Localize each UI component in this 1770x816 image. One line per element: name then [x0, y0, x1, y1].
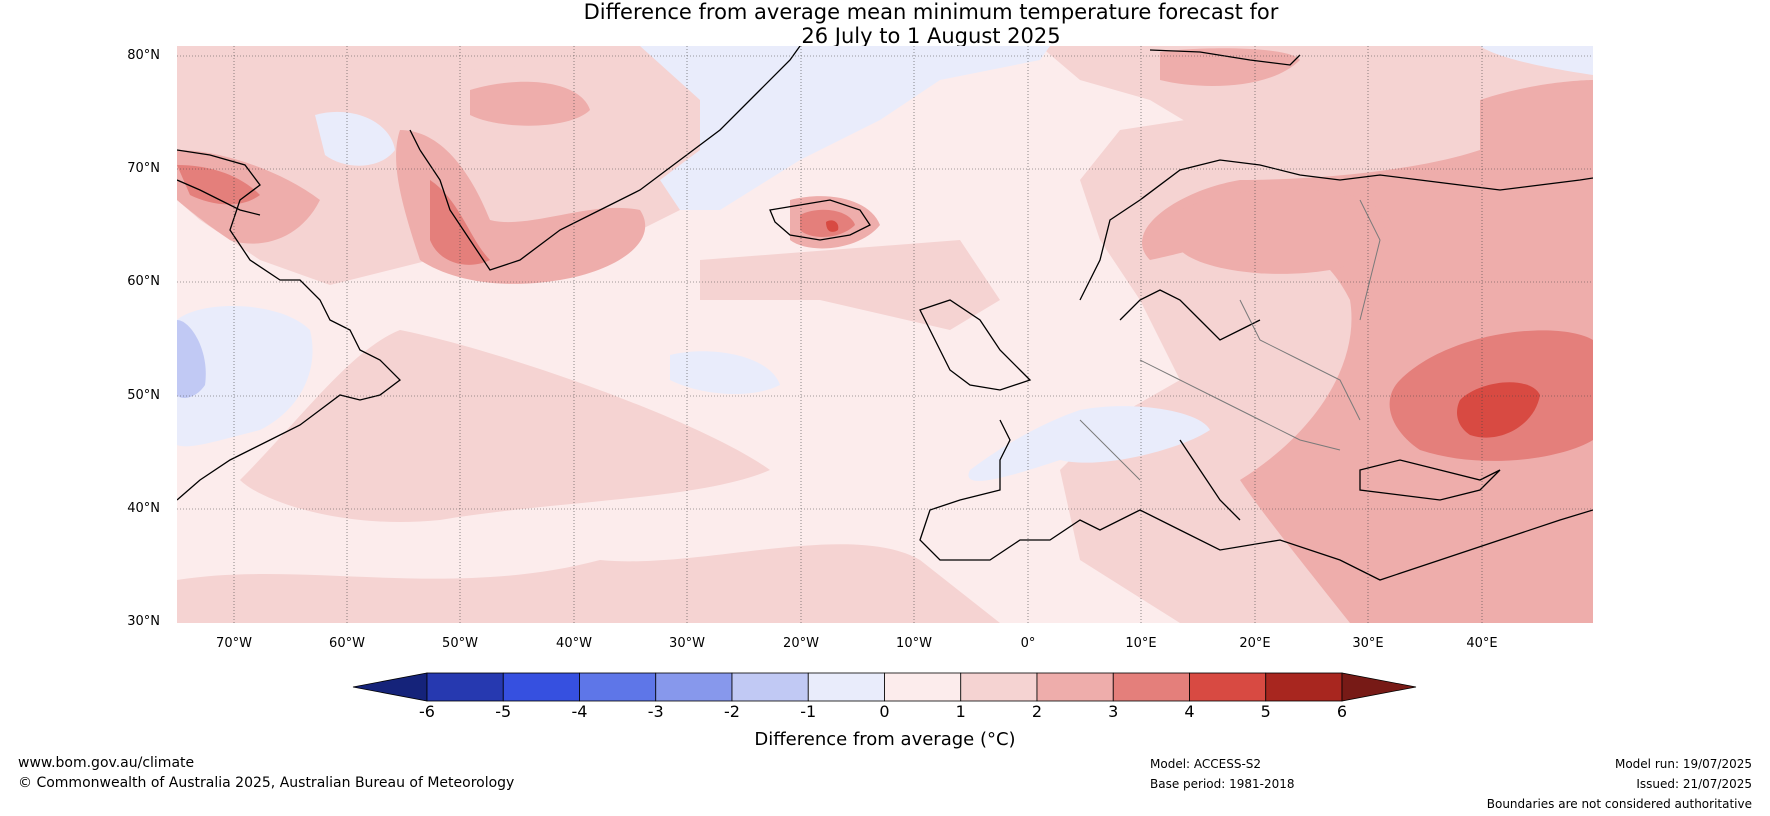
colorbar-tick-label: 1 — [955, 702, 966, 721]
coast-british-isles — [919, 299, 1032, 391]
border-western-europe — [1079, 419, 1141, 481]
lat-label-40n: 40°N — [127, 501, 160, 516]
footer-url: www.bom.gov.au/climate — [18, 755, 195, 771]
coast-iceland — [769, 199, 871, 241]
coast-north-america — [177, 149, 401, 501]
anomaly-neg1-0-labrador — [177, 306, 313, 447]
map-title-line-1: Difference from average mean minimum tem… — [583, 0, 1279, 24]
colorbar-tick-label: -4 — [571, 702, 588, 721]
colorbar-segment — [426, 672, 504, 702]
footer-issued: Issued: 21/07/2025 — [1636, 777, 1752, 791]
footer-base-period: Base period: 1981-2018 — [1150, 777, 1295, 791]
map-title-line-2: 26 July to 1 August 2025 — [801, 24, 1061, 48]
border-finland-russia — [1359, 199, 1381, 321]
lon-label-30w: 30°W — [669, 636, 705, 651]
lat-label-60n: 60°N — [127, 274, 160, 289]
temperature-anomaly-map — [177, 46, 1593, 623]
anomaly-4-5-iceland — [826, 220, 839, 232]
colorbar-segment — [1112, 672, 1190, 702]
colorbar-segment — [502, 672, 580, 702]
lat-label-30n: 30°N — [127, 614, 160, 629]
coast-svalbard — [1149, 49, 1301, 66]
anomaly-neg1-0-atlantic — [670, 351, 780, 395]
colorbar-tick-label: 0 — [879, 702, 890, 721]
lon-label-30e: 30°E — [1352, 636, 1384, 651]
colorbar-tick-label: 5 — [1260, 702, 1271, 721]
lon-label-50w: 50°W — [442, 636, 478, 651]
colorbar-tick-label: 3 — [1108, 702, 1119, 721]
lon-label-40w: 40°W — [556, 636, 592, 651]
colorbar-segment — [807, 672, 885, 702]
map-title: Difference from average mean minimum tem… — [0, 0, 1770, 48]
colorbar-segment — [1265, 672, 1343, 702]
lon-label-70w: 70°W — [216, 636, 252, 651]
colorbar — [352, 672, 1417, 702]
anomaly-2-3-svalbard — [1160, 48, 1300, 86]
anomaly-neg2-neg1-labrador — [177, 320, 206, 398]
colorbar-tick-label: 4 — [1184, 702, 1195, 721]
anomaly-3-4-greenland-coast — [430, 180, 490, 265]
colorbar-tick-label: -2 — [724, 702, 740, 721]
gridlines — [177, 46, 1593, 623]
coast-greenland — [419, 46, 801, 271]
anomaly-2-3-scandinavia — [1180, 189, 1385, 274]
coast-italy — [1179, 439, 1241, 521]
colorbar-extend-low — [352, 672, 428, 702]
footer-model: Model: ACCESS-S2 — [1150, 757, 1262, 771]
colorbar-segment — [884, 672, 962, 702]
colorbar-segment — [960, 672, 1038, 702]
lon-label-60w: 60°W — [329, 636, 365, 651]
coast-greenland-west — [409, 129, 421, 151]
anomaly-neg1-0-western-europe — [968, 406, 1210, 481]
lat-label-50n: 50°N — [127, 388, 160, 403]
coast-baltic — [1119, 289, 1261, 341]
anomaly-neg1-0-barents — [1480, 46, 1593, 75]
colorbar-title: Difference from average (°C) — [754, 729, 1016, 750]
colorbar-tick-label: -5 — [495, 702, 512, 721]
lon-label-0: 0° — [1020, 636, 1036, 651]
colorbar-segment — [1036, 672, 1114, 702]
footer-disclaimer: Boundaries are not considered authoritat… — [1486, 797, 1752, 811]
colorbar-tick-label: -1 — [800, 702, 817, 721]
colorbar-segment — [579, 672, 657, 702]
footer-copyright: © Commonwealth of Australia 2025, Austra… — [18, 775, 515, 791]
colorbar-extend-high — [1341, 672, 1417, 702]
lon-label-10e: 10°E — [1125, 636, 1157, 651]
colorbar-segment — [655, 672, 733, 702]
coast-europe-south — [919, 419, 1593, 581]
lon-label-40e: 40°E — [1466, 636, 1498, 651]
anomaly-3-4-baffin-core — [177, 165, 260, 205]
anomaly-1-2-mid-atlantic — [240, 330, 770, 522]
coast-black-sea — [1359, 459, 1501, 501]
coast-scandinavia — [1079, 159, 1593, 301]
anomaly-neg1-0-baffin-bay — [315, 111, 395, 166]
lon-label-20e: 20°E — [1239, 636, 1271, 651]
border-eastern-europe — [1239, 299, 1361, 421]
colorbar-tick-label: -3 — [647, 702, 664, 721]
colorbar-tick-label: 6 — [1336, 702, 1348, 721]
border-central-europe — [1139, 359, 1341, 451]
colorbar-tick-label: 2 — [1031, 702, 1043, 721]
anomaly-2-3-greenland-sea — [470, 81, 590, 126]
colorbar-segment — [1189, 672, 1267, 702]
footer-model-run: Model run: 19/07/2025 — [1614, 757, 1752, 771]
lon-label-10w: 10°W — [896, 636, 932, 651]
lon-label-20w: 20°W — [783, 636, 819, 651]
colorbar-segment — [731, 672, 809, 702]
anomaly-4-5-core — [1457, 382, 1540, 438]
coast-baffin — [177, 179, 261, 216]
lat-label-70n: 70°N — [127, 161, 160, 176]
anomaly-1-2-north-atlantic — [700, 240, 1000, 330]
lat-label-80n: 80°N — [127, 48, 160, 63]
anomaly-neg1-0-greenland-sea — [640, 46, 1050, 210]
colorbar-tick-label: -6 — [419, 702, 435, 721]
anomaly-1-2-subtropics — [177, 544, 1000, 623]
